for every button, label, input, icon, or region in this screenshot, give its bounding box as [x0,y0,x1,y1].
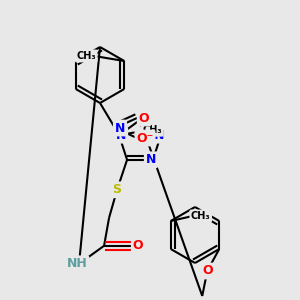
Text: NH: NH [67,257,87,270]
Text: O: O [133,239,143,252]
Text: N: N [154,129,164,142]
Text: O: O [202,265,213,278]
Text: CH₃: CH₃ [76,51,96,61]
Text: O⁻: O⁻ [136,131,154,145]
Text: CH₃: CH₃ [191,211,211,221]
Text: N: N [115,122,125,134]
Text: N: N [146,153,156,166]
Text: CH₃: CH₃ [142,125,162,135]
Text: S: S [112,183,122,196]
Text: O: O [139,112,149,124]
Text: N: N [116,129,126,142]
